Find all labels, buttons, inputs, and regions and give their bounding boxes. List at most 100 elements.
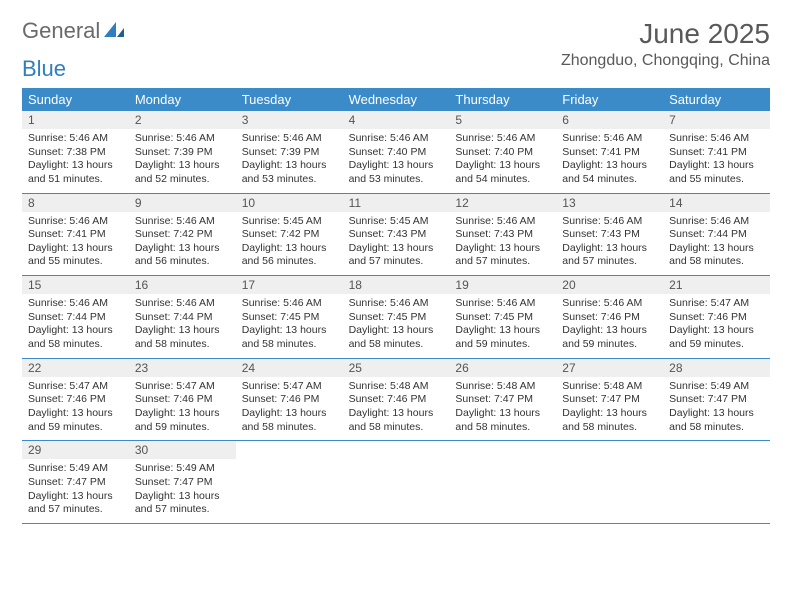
logo-sail-icon	[104, 22, 126, 40]
day-number: 11	[343, 194, 450, 212]
day-line: Sunrise: 5:47 AM	[669, 297, 764, 311]
day-line: Sunset: 7:47 PM	[669, 393, 764, 407]
day-line: Daylight: 13 hours	[28, 242, 123, 256]
day-cell: 28Sunrise: 5:49 AMSunset: 7:47 PMDayligh…	[663, 359, 770, 441]
day-cell: 2Sunrise: 5:46 AMSunset: 7:39 PMDaylight…	[129, 111, 236, 193]
week-row: 1Sunrise: 5:46 AMSunset: 7:38 PMDaylight…	[22, 111, 770, 194]
day-line: Sunset: 7:41 PM	[669, 146, 764, 160]
day-cell	[343, 441, 450, 523]
day-number: 12	[449, 194, 556, 212]
day-line: and 52 minutes.	[135, 173, 230, 187]
day-cell: 29Sunrise: 5:49 AMSunset: 7:47 PMDayligh…	[22, 441, 129, 523]
day-line: Sunset: 7:41 PM	[28, 228, 123, 242]
day-number: 18	[343, 276, 450, 294]
day-line: Sunrise: 5:46 AM	[669, 215, 764, 229]
day-content: Sunrise: 5:47 AMSunset: 7:46 PMDaylight:…	[663, 294, 770, 358]
day-line: Daylight: 13 hours	[349, 159, 444, 173]
day-content: Sunrise: 5:46 AMSunset: 7:41 PMDaylight:…	[556, 129, 663, 193]
day-line: and 59 minutes.	[455, 338, 550, 352]
day-cell: 5Sunrise: 5:46 AMSunset: 7:40 PMDaylight…	[449, 111, 556, 193]
day-number: 16	[129, 276, 236, 294]
day-line: Daylight: 13 hours	[562, 159, 657, 173]
day-content: Sunrise: 5:46 AMSunset: 7:44 PMDaylight:…	[663, 212, 770, 276]
day-line: Daylight: 13 hours	[669, 242, 764, 256]
week-row: 15Sunrise: 5:46 AMSunset: 7:44 PMDayligh…	[22, 276, 770, 359]
day-number: 8	[22, 194, 129, 212]
day-cell: 22Sunrise: 5:47 AMSunset: 7:46 PMDayligh…	[22, 359, 129, 441]
day-line: and 53 minutes.	[242, 173, 337, 187]
day-line: Sunset: 7:46 PM	[562, 311, 657, 325]
day-line: and 57 minutes.	[28, 503, 123, 517]
day-content: Sunrise: 5:46 AMSunset: 7:45 PMDaylight:…	[343, 294, 450, 358]
day-line: Sunrise: 5:48 AM	[455, 380, 550, 394]
day-cell: 13Sunrise: 5:46 AMSunset: 7:43 PMDayligh…	[556, 194, 663, 276]
day-line: Sunset: 7:46 PM	[135, 393, 230, 407]
day-line: Sunrise: 5:46 AM	[349, 132, 444, 146]
day-line: Daylight: 13 hours	[28, 159, 123, 173]
day-line: Sunset: 7:47 PM	[28, 476, 123, 490]
day-line: Sunset: 7:46 PM	[28, 393, 123, 407]
day-content: Sunrise: 5:46 AMSunset: 7:41 PMDaylight:…	[663, 129, 770, 193]
day-number: 14	[663, 194, 770, 212]
day-cell: 24Sunrise: 5:47 AMSunset: 7:46 PMDayligh…	[236, 359, 343, 441]
day-line: Sunset: 7:44 PM	[28, 311, 123, 325]
day-cell	[236, 441, 343, 523]
day-line: Sunset: 7:44 PM	[669, 228, 764, 242]
day-line: Sunset: 7:40 PM	[349, 146, 444, 160]
day-line: Daylight: 13 hours	[455, 407, 550, 421]
day-line: and 58 minutes.	[242, 421, 337, 435]
day-cell	[663, 441, 770, 523]
day-line: Sunset: 7:46 PM	[242, 393, 337, 407]
day-number: 9	[129, 194, 236, 212]
day-line: Sunrise: 5:46 AM	[135, 132, 230, 146]
day-number: 19	[449, 276, 556, 294]
day-number: 21	[663, 276, 770, 294]
day-number: 5	[449, 111, 556, 129]
day-line: Daylight: 13 hours	[562, 242, 657, 256]
day-line: Daylight: 13 hours	[242, 407, 337, 421]
day-number: 6	[556, 111, 663, 129]
day-line: Sunrise: 5:46 AM	[135, 215, 230, 229]
weeks-container: 1Sunrise: 5:46 AMSunset: 7:38 PMDaylight…	[22, 111, 770, 524]
logo: General	[22, 18, 126, 44]
day-line: Sunset: 7:42 PM	[242, 228, 337, 242]
day-content: Sunrise: 5:46 AMSunset: 7:44 PMDaylight:…	[22, 294, 129, 358]
day-line: Sunset: 7:46 PM	[349, 393, 444, 407]
day-cell: 9Sunrise: 5:46 AMSunset: 7:42 PMDaylight…	[129, 194, 236, 276]
day-number: 27	[556, 359, 663, 377]
day-content: Sunrise: 5:46 AMSunset: 7:40 PMDaylight:…	[449, 129, 556, 193]
day-line: and 55 minutes.	[28, 255, 123, 269]
day-line: and 58 minutes.	[669, 255, 764, 269]
day-line: Daylight: 13 hours	[455, 242, 550, 256]
day-line: Daylight: 13 hours	[349, 407, 444, 421]
day-cell: 19Sunrise: 5:46 AMSunset: 7:45 PMDayligh…	[449, 276, 556, 358]
day-line: Sunrise: 5:46 AM	[242, 297, 337, 311]
day-cell: 20Sunrise: 5:46 AMSunset: 7:46 PMDayligh…	[556, 276, 663, 358]
day-cell: 12Sunrise: 5:46 AMSunset: 7:43 PMDayligh…	[449, 194, 556, 276]
weekday-header: Saturday	[663, 88, 770, 111]
day-line: Daylight: 13 hours	[28, 407, 123, 421]
day-line: Daylight: 13 hours	[562, 324, 657, 338]
day-number: 7	[663, 111, 770, 129]
day-content: Sunrise: 5:45 AMSunset: 7:42 PMDaylight:…	[236, 212, 343, 276]
day-content: Sunrise: 5:46 AMSunset: 7:43 PMDaylight:…	[556, 212, 663, 276]
day-number: 30	[129, 441, 236, 459]
day-line: Sunset: 7:43 PM	[455, 228, 550, 242]
day-line: Daylight: 13 hours	[349, 242, 444, 256]
day-line: Daylight: 13 hours	[349, 324, 444, 338]
day-number: 24	[236, 359, 343, 377]
day-content: Sunrise: 5:46 AMSunset: 7:45 PMDaylight:…	[236, 294, 343, 358]
day-line: Daylight: 13 hours	[669, 324, 764, 338]
day-line: Daylight: 13 hours	[242, 242, 337, 256]
day-line: and 57 minutes.	[349, 255, 444, 269]
day-content: Sunrise: 5:45 AMSunset: 7:43 PMDaylight:…	[343, 212, 450, 276]
week-row: 29Sunrise: 5:49 AMSunset: 7:47 PMDayligh…	[22, 441, 770, 524]
day-line: and 58 minutes.	[349, 338, 444, 352]
day-number: 4	[343, 111, 450, 129]
day-line: Sunset: 7:43 PM	[562, 228, 657, 242]
day-line: Daylight: 13 hours	[135, 159, 230, 173]
weekday-header: Wednesday	[343, 88, 450, 111]
logo-text-gray: General	[22, 18, 100, 44]
day-cell: 15Sunrise: 5:46 AMSunset: 7:44 PMDayligh…	[22, 276, 129, 358]
day-line: and 58 minutes.	[562, 421, 657, 435]
